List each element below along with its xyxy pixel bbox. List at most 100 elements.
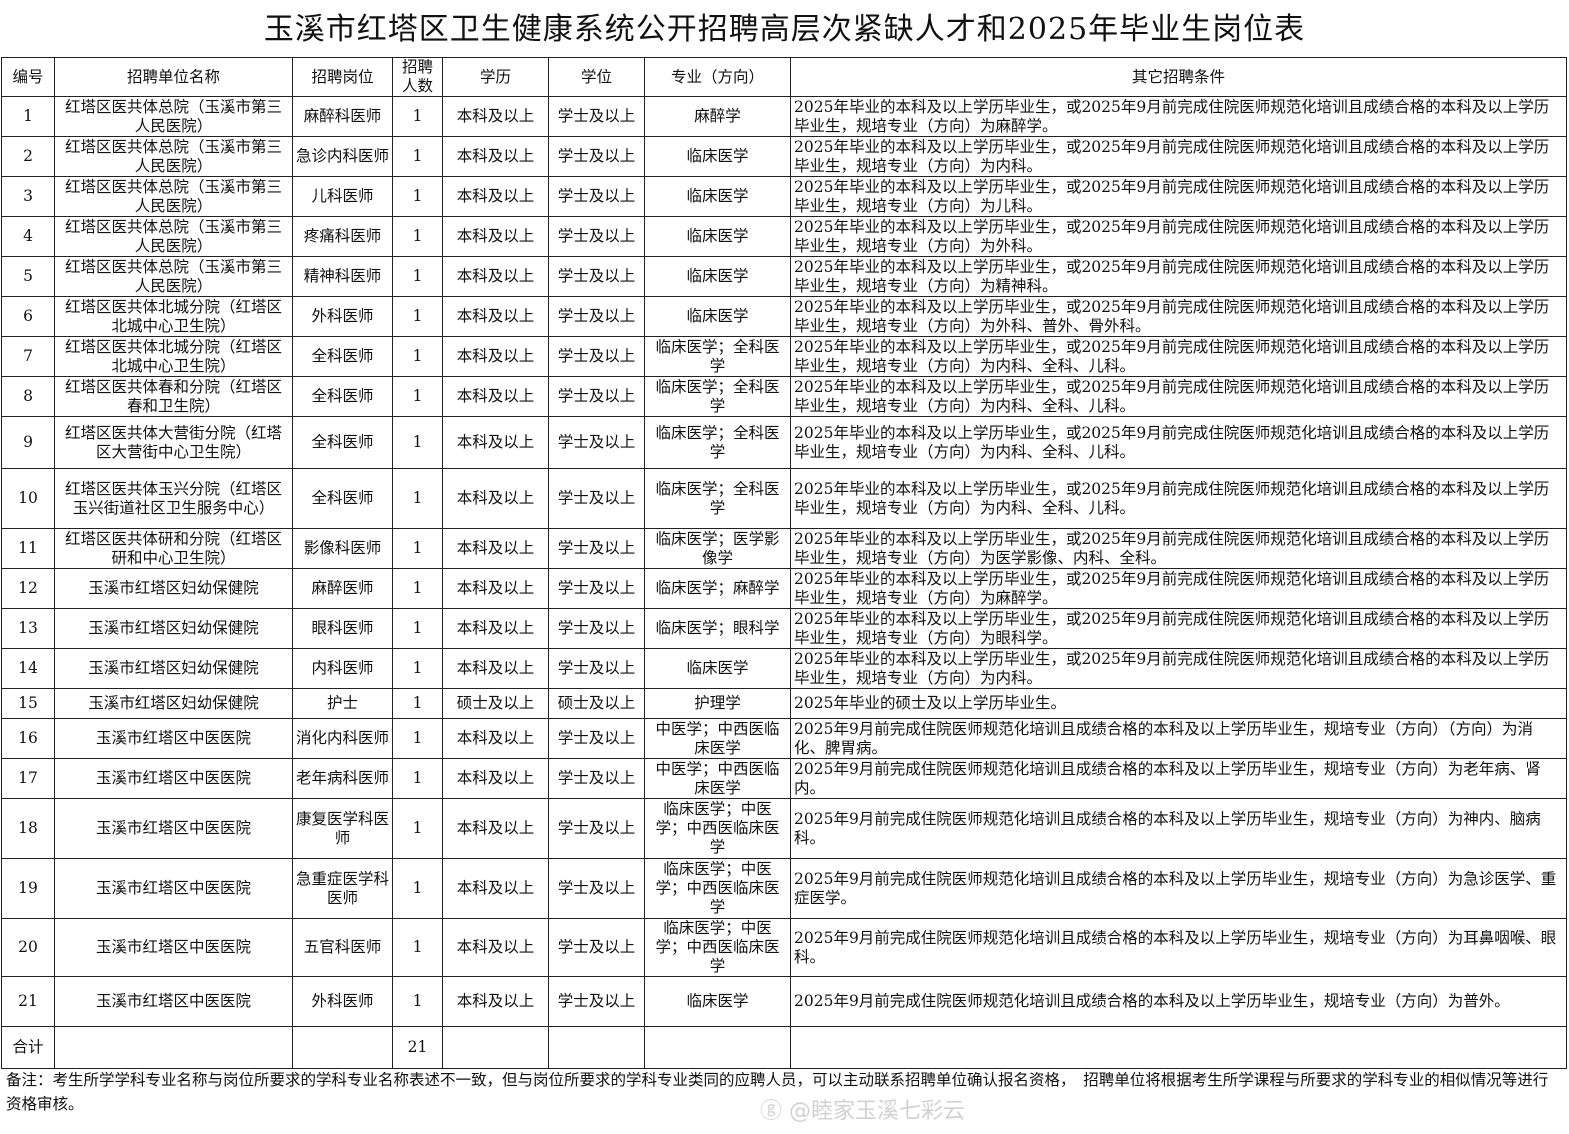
table-row: 9 红塔区医共体大营街分院（红塔区大营街中心卫生院） 全科医师 1 本科及以上 学士及以上… — [1, 416, 1567, 469]
table-row: 4 红塔区医共体总院（玉溪市第三人民医院） 疼痛科医师 1 本科及以上 学士及以上 临床医学… — [1, 216, 1567, 257]
cell-major: 临床医学 — [644, 648, 791, 689]
cell-conditions: 2025年9月前完成住院医师规范化培训且成绩合格的本科及以上学历毕业生，规培专业… — [790, 858, 1567, 919]
cell-conditions: 2025年毕业的本科及以上学历毕业生，或2025年9月前完成住院医师规范化培训且… — [790, 648, 1567, 689]
cell-count: 1 — [392, 568, 443, 609]
cell-education: 本科及以上 — [442, 176, 549, 217]
cell-number: 1 — [1, 96, 55, 137]
total-row: 合计 21 — [1, 1026, 1567, 1069]
cell-unit: 红塔区医共体总院（玉溪市第三人民医院） — [54, 96, 293, 137]
cell-position: 儿科医师 — [292, 176, 393, 217]
cell-conditions: 2025年9月前完成住院医师规范化培训且成绩合格的本科及以上学历毕业生，规培专业… — [790, 718, 1567, 759]
cell-number: 17 — [1, 758, 55, 799]
table-row: 7 红塔区医共体北城分院（红塔区北城中心卫生院） 全科医师 1 本科及以上 学士及以上 临床… — [1, 336, 1567, 377]
table-row: 11 红塔区医共体研和分院（红塔区研和中心卫生院） 影像科医师 1 本科及以上 学士及以上… — [1, 528, 1567, 569]
table-row: 2 红塔区医共体总院（玉溪市第三人民医院） 急诊内科医师 1 本科及以上 学士及以上 临床医… — [1, 136, 1567, 177]
cell-number: 11 — [1, 528, 55, 569]
cell-education: 本科及以上 — [442, 296, 549, 337]
table-row: 15 玉溪市红塔区妇幼保健院 护士 1 硕士及以上 硕士及以上 护理学 2025年毕业的硕士及… — [1, 688, 1567, 719]
cell-education: 本科及以上 — [442, 256, 549, 297]
cell-degree: 学士及以上 — [548, 608, 645, 649]
table-row: 20 玉溪市红塔区中医医院 五官科医师 1 本科及以上 学士及以上 临床医学；中医学；中西医… — [1, 918, 1567, 977]
cell-education: 本科及以上 — [442, 718, 549, 759]
header-position: 招聘岗位 — [292, 57, 393, 97]
cell-conditions: 2025年毕业的本科及以上学历毕业生，或2025年9月前完成住院医师规范化培训且… — [790, 96, 1567, 137]
cell-degree: 学士及以上 — [548, 648, 645, 689]
cell-number: 18 — [1, 798, 55, 859]
cell-unit: 玉溪市红塔区中医医院 — [54, 918, 293, 977]
header-count: 招聘人数 — [392, 57, 443, 97]
cell-major: 中医学；中西医临床医学 — [644, 758, 791, 799]
cell-major: 临床医学 — [644, 136, 791, 177]
cell-position: 影像科医师 — [292, 528, 393, 569]
header-unit: 招聘单位名称 — [54, 57, 293, 97]
cell-education: 本科及以上 — [442, 528, 549, 569]
cell-position: 疼痛科医师 — [292, 216, 393, 257]
cell-education: 本科及以上 — [442, 336, 549, 377]
cell-degree: 学士及以上 — [548, 976, 645, 1027]
cell-position: 内科医师 — [292, 648, 393, 689]
cell-conditions: 2025年毕业的本科及以上学历毕业生，或2025年9月前完成住院医师规范化培训且… — [790, 176, 1567, 217]
cell-unit: 玉溪市红塔区中医医院 — [54, 718, 293, 759]
cell-major: 临床医学；全科医学 — [644, 376, 791, 417]
cell-degree: 学士及以上 — [548, 256, 645, 297]
cell-education: 本科及以上 — [442, 918, 549, 977]
cell-number: 12 — [1, 568, 55, 609]
cell-unit: 玉溪市红塔区中医医院 — [54, 758, 293, 799]
cell-degree: 学士及以上 — [548, 216, 645, 257]
cell-major: 临床医学；麻醉学 — [644, 568, 791, 609]
cell-education: 本科及以上 — [442, 376, 549, 417]
cell-count: 1 — [392, 176, 443, 217]
table-row: 6 红塔区医共体北城分院（红塔区北城中心卫生院） 外科医师 1 本科及以上 学士及以上 临床… — [1, 296, 1567, 337]
header-education: 学历 — [442, 57, 549, 97]
table-row: 17 玉溪市红塔区中医医院 老年病科医师 1 本科及以上 学士及以上 中医学；中西医临床医学… — [1, 758, 1567, 799]
cell-number: 21 — [1, 976, 55, 1027]
cell-count: 1 — [392, 256, 443, 297]
page-title: 玉溪市红塔区卫生健康系统公开招聘高层次紧缺人才和2025年毕业生岗位表 — [263, 12, 1306, 47]
table-row: 13 玉溪市红塔区妇幼保健院 眼科医师 1 本科及以上 学士及以上 临床医学；眼科学 2025… — [1, 608, 1567, 649]
table-header-row: 编号 招聘单位名称 招聘岗位 招聘人数 学历 学位 专业（方向） 其它招聘条件 — [1, 57, 1567, 97]
cell-unit: 玉溪市红塔区中医医院 — [54, 976, 293, 1027]
cell-position: 消化内科医师 — [292, 718, 393, 759]
cell-position: 急重症医学科医师 — [292, 858, 393, 919]
cell-unit: 玉溪市红塔区中医医院 — [54, 798, 293, 859]
cell-education: 本科及以上 — [442, 798, 549, 859]
cell-unit: 玉溪市红塔区妇幼保健院 — [54, 688, 293, 719]
cell-position: 全科医师 — [292, 468, 393, 529]
total-label: 合计 — [1, 1026, 55, 1069]
cell-degree: 学士及以上 — [548, 96, 645, 137]
cell-position: 全科医师 — [292, 416, 393, 469]
cell-degree: 学士及以上 — [548, 416, 645, 469]
empty-cell — [442, 1026, 549, 1069]
cell-position: 麻醉科医师 — [292, 96, 393, 137]
cell-education: 硕士及以上 — [442, 688, 549, 719]
cell-conditions: 2025年毕业的本科及以上学历毕业生，或2025年9月前完成住院医师规范化培训且… — [790, 256, 1567, 297]
cell-count: 1 — [392, 416, 443, 469]
cell-major: 临床医学；中医学；中西医临床医学 — [644, 858, 791, 919]
cell-count: 1 — [392, 216, 443, 257]
cell-conditions: 2025年毕业的本科及以上学历毕业生，或2025年9月前完成住院医师规范化培训且… — [790, 216, 1567, 257]
cell-number: 15 — [1, 688, 55, 719]
table-row: 16 玉溪市红塔区中医医院 消化内科医师 1 本科及以上 学士及以上 中医学；中西医临床医学… — [1, 718, 1567, 759]
cell-degree: 学士及以上 — [548, 136, 645, 177]
cell-education: 本科及以上 — [442, 976, 549, 1027]
total-count: 21 — [392, 1026, 443, 1069]
cell-degree: 学士及以上 — [548, 718, 645, 759]
cell-count: 1 — [392, 718, 443, 759]
table-row: 5 红塔区医共体总院（玉溪市第三人民医院） 精神科医师 1 本科及以上 学士及以上 临床医学… — [1, 256, 1567, 297]
empty-cell — [292, 1026, 393, 1069]
cell-count: 1 — [392, 336, 443, 377]
cell-unit: 玉溪市红塔区妇幼保健院 — [54, 608, 293, 649]
cell-unit: 红塔区医共体总院（玉溪市第三人民医院） — [54, 136, 293, 177]
cell-conditions: 2025年毕业的本科及以上学历毕业生，或2025年9月前完成住院医师规范化培训且… — [790, 568, 1567, 609]
cell-position: 精神科医师 — [292, 256, 393, 297]
cell-conditions: 2025年毕业的本科及以上学历毕业生，或2025年9月前完成住院医师规范化培训且… — [790, 608, 1567, 649]
table-row: 18 玉溪市红塔区中医医院 康复医学科医师 1 本科及以上 学士及以上 临床医学；中医学；中… — [1, 798, 1567, 859]
cell-number: 10 — [1, 468, 55, 529]
cell-conditions: 2025年毕业的本科及以上学历毕业生，或2025年9月前完成住院医师规范化培训且… — [790, 336, 1567, 377]
empty-cell — [54, 1026, 293, 1069]
cell-degree: 学士及以上 — [548, 758, 645, 799]
cell-count: 1 — [392, 758, 443, 799]
cell-count: 1 — [392, 648, 443, 689]
cell-education: 本科及以上 — [442, 758, 549, 799]
cell-number: 9 — [1, 416, 55, 469]
